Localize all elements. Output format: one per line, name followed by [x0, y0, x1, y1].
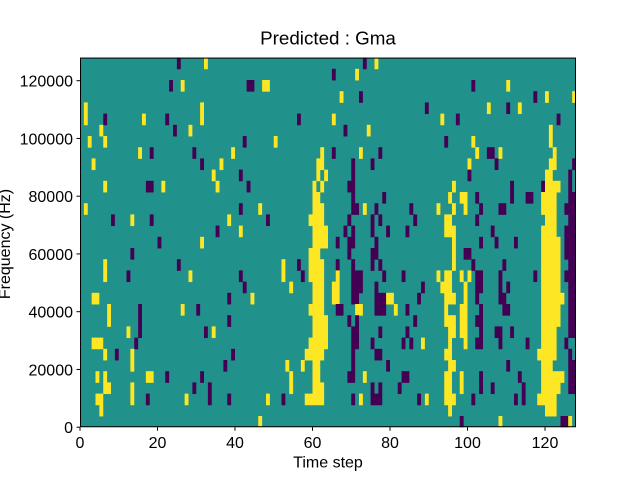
svg-text:100: 100 [454, 435, 481, 452]
svg-text:Frequency (Hz): Frequency (Hz) [0, 189, 14, 299]
svg-text:60: 60 [304, 435, 322, 452]
svg-text:Time step: Time step [293, 455, 363, 472]
svg-text:40: 40 [226, 435, 244, 452]
svg-text:20: 20 [149, 435, 167, 452]
svg-text:40000: 40000 [29, 305, 74, 322]
svg-text:100000: 100000 [20, 131, 73, 148]
svg-text:20000: 20000 [29, 362, 74, 379]
svg-text:120: 120 [532, 435, 559, 452]
svg-text:120000: 120000 [20, 74, 73, 91]
svg-text:Predicted : Gma: Predicted : Gma [260, 28, 396, 49]
svg-text:60000: 60000 [29, 247, 74, 264]
svg-text:80000: 80000 [29, 189, 74, 206]
svg-text:0: 0 [64, 420, 73, 437]
svg-text:0: 0 [76, 435, 85, 452]
svg-text:80: 80 [381, 435, 399, 452]
